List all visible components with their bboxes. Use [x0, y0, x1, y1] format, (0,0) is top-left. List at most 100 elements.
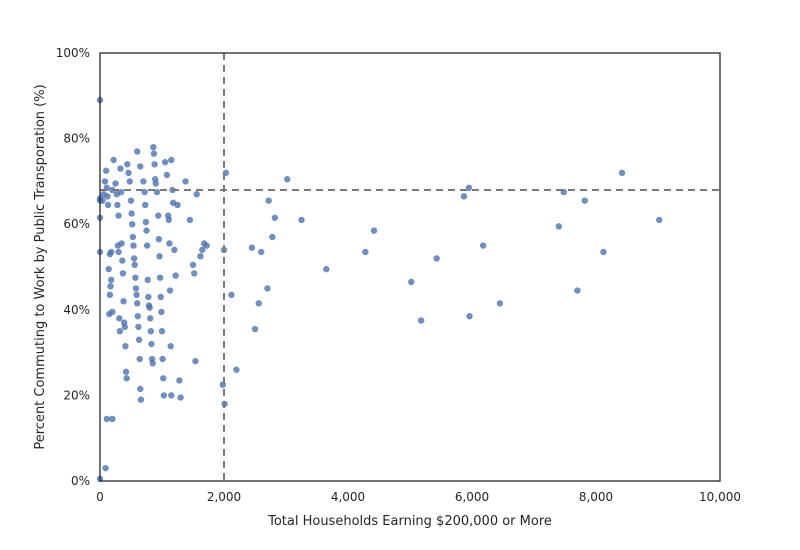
data-point: [362, 248, 369, 256]
data-point: [199, 246, 206, 254]
data-point: [145, 293, 152, 301]
data-point: [323, 265, 330, 273]
data-point: [114, 201, 121, 209]
data-point: [271, 214, 279, 221]
data-point: [618, 169, 626, 177]
data-point: [581, 197, 589, 204]
x-tick-label: 8,000: [579, 490, 613, 504]
data-point: [255, 300, 262, 307]
data-point: [158, 308, 165, 316]
data-point: [496, 300, 504, 307]
data-point: [264, 285, 271, 292]
data-point: [150, 150, 158, 157]
data-point: [161, 158, 169, 166]
data-point: [119, 270, 127, 277]
data-point: [104, 193, 111, 200]
data-point: [408, 278, 415, 286]
data-point: [120, 298, 127, 305]
data-point: [137, 396, 145, 403]
data-point: [107, 276, 115, 284]
data-point: [152, 180, 159, 187]
data-point: [124, 161, 131, 168]
reference-lines: [100, 53, 720, 481]
data-point: [479, 242, 487, 249]
data-point: [160, 375, 167, 382]
data-point: [104, 201, 112, 209]
data-point: [167, 342, 174, 350]
data-point: [370, 227, 378, 234]
x-tick-label: 4,000: [331, 490, 365, 504]
data-point: [258, 248, 265, 256]
data-point: [269, 233, 276, 241]
data-point: [600, 248, 607, 256]
data-point: [118, 240, 125, 247]
data-point: [143, 242, 151, 249]
data-point: [143, 227, 150, 234]
data-point: [101, 178, 109, 185]
data-point: [135, 336, 143, 343]
data-point: [172, 272, 179, 279]
data-point: [186, 216, 194, 224]
x-tick-label: 0: [96, 490, 104, 504]
data-point: [135, 323, 142, 331]
data-point: [465, 184, 473, 192]
data-point: [130, 255, 138, 262]
data-point: [136, 355, 143, 363]
y-axis-label: Percent Commuting to Work by Public Tran…: [33, 84, 48, 449]
data-point: [203, 242, 210, 249]
data-point: [460, 193, 468, 200]
data-point: [126, 178, 133, 185]
data-point: [176, 377, 183, 384]
data-point: [574, 287, 581, 294]
data-point: [177, 394, 184, 401]
data-point: [131, 261, 138, 269]
data-point: [555, 223, 562, 230]
data-point: [129, 221, 136, 228]
data-point: [107, 283, 114, 290]
data-point: [107, 248, 115, 256]
data-point: [182, 178, 189, 185]
data-point: [110, 156, 117, 164]
data-point: [132, 274, 139, 281]
data-point: [116, 315, 123, 322]
data-point: [103, 167, 110, 174]
data-point: [109, 308, 116, 316]
data-point: [117, 165, 124, 172]
data-point: [117, 188, 125, 196]
data-point: [165, 216, 173, 224]
y-axis-ticks: 0% 20% 40% 60% 80% 100%: [56, 46, 90, 488]
data-point: [171, 246, 178, 254]
data-point: [157, 293, 164, 301]
data-point: [105, 265, 112, 273]
data-point: [155, 235, 163, 243]
data-point: [168, 156, 175, 164]
data-point: [192, 357, 199, 365]
data-point: [128, 210, 135, 217]
data-point: [127, 197, 135, 204]
data-point: [142, 218, 150, 226]
data-point: [147, 315, 154, 322]
data-point: [137, 163, 144, 170]
data-point: [106, 291, 114, 299]
y-tick-label: 60%: [63, 217, 90, 231]
y-tick-label: 80%: [63, 132, 90, 146]
data-point: [116, 328, 124, 335]
data-point: [134, 300, 141, 307]
data-point: [156, 274, 164, 281]
data-point: [141, 188, 148, 196]
data-point: [130, 242, 137, 249]
data-point: [150, 143, 157, 151]
data-point: [158, 328, 166, 335]
data-point: [160, 392, 168, 399]
y-tick-label: 20%: [63, 388, 90, 402]
data-point: [433, 255, 440, 262]
data-point: [197, 253, 204, 260]
data-point: [125, 169, 132, 177]
data-point: [123, 375, 130, 382]
x-axis-label: Total Households Earning $200,000 or Mor…: [267, 514, 552, 529]
data-point: [147, 328, 155, 335]
data-point: [163, 171, 171, 179]
x-tick-label: 6,000: [455, 490, 489, 504]
